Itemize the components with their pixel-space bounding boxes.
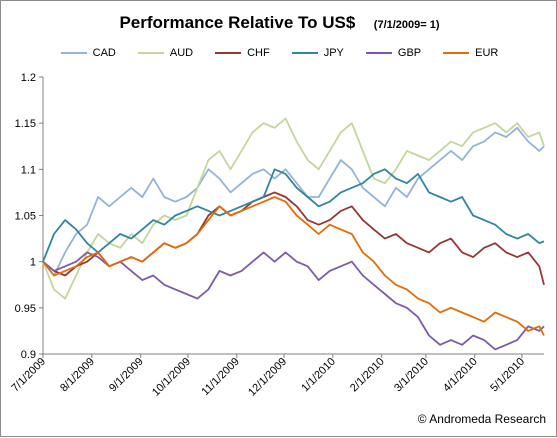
legend-label: JPY	[323, 47, 344, 59]
series-line-chf	[42, 191, 545, 286]
legend-swatch	[215, 52, 242, 54]
x-tick-label: 5/1/2010	[488, 356, 527, 395]
y-tick-label: 0.9	[21, 349, 36, 361]
legend-item-gbp: GBP	[365, 47, 422, 59]
chart-subtitle: (7/1/2009= 1)	[373, 19, 440, 31]
legend-item-chf: CHF	[215, 47, 270, 59]
x-tick-label: 10/1/2009	[150, 356, 193, 399]
series-line-gbp	[42, 251, 545, 351]
legend-item-cad: CAD	[60, 47, 116, 59]
x-tick-label: 3/1/2010	[392, 356, 431, 395]
x-tick-label: 2/1/2010	[348, 356, 387, 395]
series-line-cad	[42, 126, 545, 277]
x-tick-label: 7/1/2009	[9, 356, 48, 395]
x-tick-label: 1/1/2010	[299, 356, 338, 395]
legend-swatch	[137, 52, 164, 54]
y-tick-label: 1.05	[15, 211, 36, 223]
legend-label: CHF	[247, 47, 270, 59]
series-line-aud	[42, 117, 545, 300]
legend-label: CAD	[92, 47, 116, 59]
x-tick-label: 11/1/2009	[199, 356, 242, 399]
y-tick-label: 1.15	[15, 118, 36, 130]
x-tick-label: 4/1/2010	[441, 356, 480, 395]
title-row: Performance Relative To US$ (7/1/2009= 1…	[1, 13, 557, 33]
y-tick-label: 1.1	[21, 164, 36, 176]
legend: CAD AUD CHF JPY GBP EUR	[1, 47, 557, 59]
legend-swatch	[443, 52, 470, 54]
chart-title: Performance Relative To US$	[119, 13, 356, 32]
legend-item-jpy: JPY	[291, 47, 344, 59]
legend-swatch	[291, 52, 318, 54]
x-tick-label: 9/1/2009	[107, 356, 146, 395]
x-tick-label: 8/1/2009	[58, 356, 97, 395]
x-tick-label: 12/1/2009	[246, 356, 289, 399]
series-line-eur	[42, 196, 545, 336]
legend-item-aud: AUD	[137, 47, 194, 59]
legend-label: GBP	[397, 47, 422, 59]
legend-swatch	[365, 52, 392, 54]
legend-label: AUD	[169, 47, 194, 59]
credit-label: © Andromeda Research	[417, 412, 546, 426]
legend-label: EUR	[475, 47, 499, 59]
legend-swatch	[60, 52, 87, 54]
series-line-jpy	[42, 168, 545, 263]
legend-item-eur: EUR	[443, 47, 498, 59]
y-tick-label: 1	[30, 257, 36, 269]
y-tick-label: 0.95	[15, 303, 36, 315]
y-tick-label: 1.2	[21, 72, 36, 84]
